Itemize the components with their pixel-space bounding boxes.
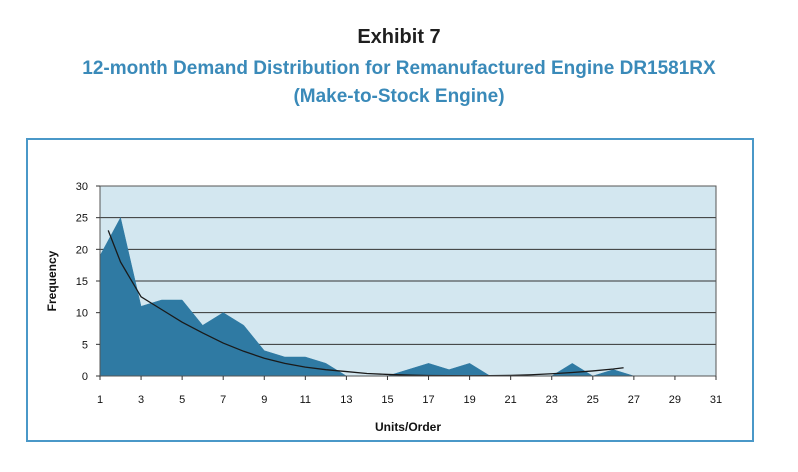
chart-subtitle: (Make-to-Stock Engine) [293, 86, 505, 107]
x-tick-label: 23 [546, 394, 558, 406]
y-tick-labels: 0 5 10 15 20 25 30 [76, 181, 100, 383]
x-tick-label: 9 [261, 394, 267, 406]
y-axis-title: Frequency [45, 250, 59, 311]
y-tick-label: 30 [76, 181, 88, 193]
y-tick-label: 25 [76, 213, 88, 225]
x-tick-label: 17 [422, 394, 434, 406]
exhibit-heading: Exhibit 7 [357, 26, 441, 48]
x-tick-label: 15 [381, 394, 393, 406]
y-tick-label: 20 [76, 244, 88, 256]
y-tick-label: 0 [82, 371, 88, 383]
x-tick-label: 5 [179, 394, 185, 406]
x-tick-label: 29 [669, 394, 681, 406]
trend-line [107, 230, 624, 377]
chart-frame: 1 3 5 7 9 11 13 15 17 19 21 23 25 27 29 31 0 5 10 15 20 25 30… [26, 138, 754, 442]
x-tick-label: 21 [505, 394, 517, 406]
chart-svg: 1 3 5 7 9 11 13 15 17 19 21 23 25 27 29 31 051015202530… [45, 181, 722, 434]
x-axis-title: Units/Order [375, 420, 441, 434]
x-tick-label: 11 [300, 394, 311, 406]
x-tick-label: 27 [628, 394, 640, 406]
y-tick-label: 10 [76, 308, 88, 320]
x-tick-labels: 1 3 5 7 9 11 13 15 17 19 21 23 25 27 29 31 [97, 376, 722, 406]
x-tick-label: 13 [340, 394, 352, 406]
x-tick-label: 25 [587, 394, 599, 406]
demand-area [99, 216, 716, 377]
chart-title: 12-month Demand Distribution for Remanuf… [82, 58, 716, 79]
trendline-layer [107, 230, 624, 377]
x-tick-label: 3 [138, 394, 144, 406]
x-tick-label: 19 [463, 394, 475, 406]
y-tick-label: 15 [76, 276, 88, 288]
y-tick-label: 5 [82, 339, 88, 351]
x-tick-label: 31 [710, 394, 722, 406]
data-area-layer [99, 216, 716, 377]
x-tick-label: 1 [97, 394, 103, 406]
x-tick-label: 7 [220, 394, 226, 406]
